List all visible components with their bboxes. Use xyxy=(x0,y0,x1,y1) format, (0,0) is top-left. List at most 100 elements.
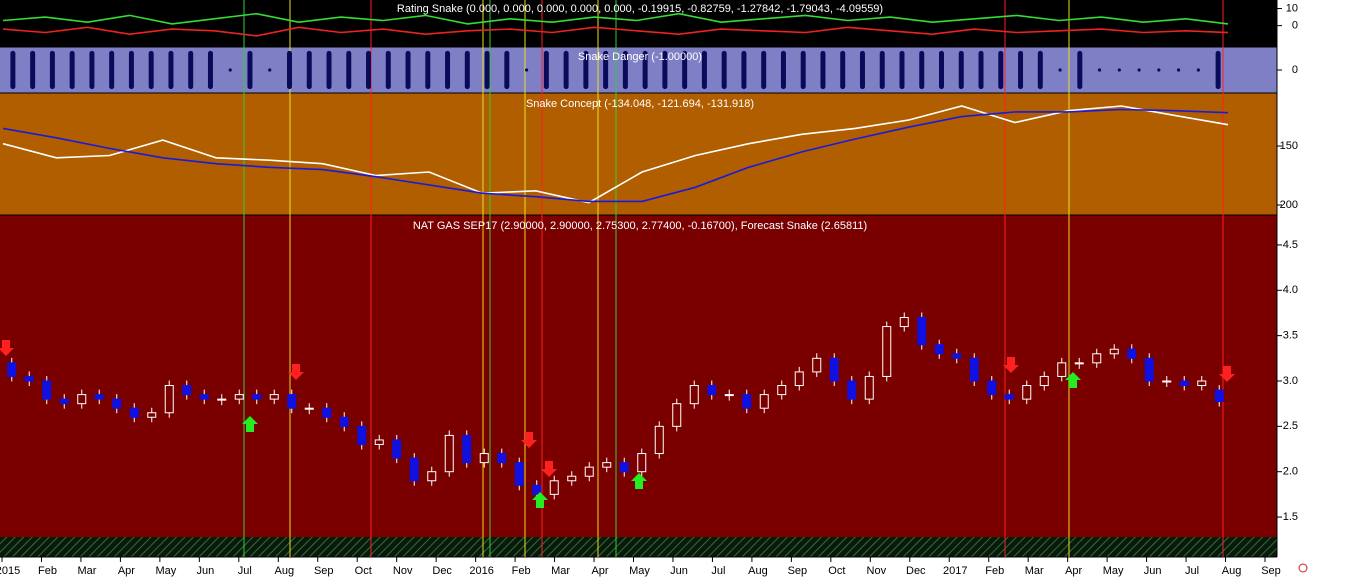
candle-body xyxy=(42,380,52,400)
candle-body xyxy=(934,344,944,355)
candle-body xyxy=(234,394,244,400)
date-label: Oct xyxy=(828,565,845,577)
danger-dot xyxy=(268,68,272,72)
candle-body xyxy=(829,357,839,382)
danger-bar xyxy=(405,50,411,90)
danger-bar xyxy=(247,50,253,90)
candle-body xyxy=(1004,394,1014,400)
danger-bar xyxy=(306,50,312,90)
candle-body xyxy=(514,462,524,486)
danger-bar xyxy=(741,50,747,90)
danger-bar xyxy=(10,50,16,90)
title-group: Rating Snake (0.000, 0.000, 0.000, 0.000… xyxy=(397,3,883,232)
candle-body xyxy=(619,462,629,473)
candle-body xyxy=(969,357,979,382)
candle-body xyxy=(812,357,822,373)
candle-body xyxy=(217,398,227,401)
y-tick-label: 0 xyxy=(1292,64,1298,76)
danger-bar xyxy=(385,50,391,90)
candle-body xyxy=(1144,357,1154,382)
danger-bar xyxy=(1018,50,1024,90)
danger-bar xyxy=(721,50,727,90)
date-label: Sep xyxy=(314,565,334,577)
danger-dot xyxy=(524,68,529,72)
buy-arrow xyxy=(1065,372,1081,388)
danger-bar xyxy=(563,50,569,90)
candle-body xyxy=(164,385,174,414)
candle-body xyxy=(584,466,594,477)
date-label: Feb xyxy=(985,565,1004,577)
danger-bar xyxy=(978,50,984,90)
candle-body xyxy=(1092,353,1102,364)
candle-body xyxy=(1039,375,1049,387)
sell-arrow xyxy=(1003,357,1019,373)
candle-body xyxy=(672,403,682,427)
danger-bar xyxy=(622,50,628,90)
candle-body xyxy=(24,375,34,382)
candle-body xyxy=(1214,389,1224,402)
danger-bar xyxy=(958,50,964,90)
sell-arrow xyxy=(541,461,557,477)
candle-body xyxy=(322,407,332,418)
danger-dot xyxy=(228,68,232,72)
date-label: Jun xyxy=(1144,565,1162,577)
danger-bar xyxy=(780,50,786,90)
candle-body xyxy=(129,407,139,418)
candle-body xyxy=(392,439,402,459)
candle-body xyxy=(252,394,262,400)
candle-body xyxy=(987,380,997,396)
danger-dot xyxy=(1157,68,1161,72)
sell-arrow xyxy=(521,432,537,448)
date-label: May xyxy=(629,565,650,577)
danger-bar xyxy=(326,50,332,90)
candle-body xyxy=(427,471,437,482)
pane-title: NAT GAS SEP17 (2.90000, 2.90000, 2.75300… xyxy=(413,220,867,232)
candle-body xyxy=(899,316,909,328)
marks xyxy=(2,12,1229,500)
danger-bar xyxy=(840,50,846,90)
danger-bar xyxy=(168,50,174,90)
danger-bar xyxy=(939,50,945,90)
danger-bar xyxy=(207,50,213,90)
danger-bar xyxy=(89,50,95,90)
candle-body xyxy=(77,394,87,405)
danger-bar xyxy=(1215,50,1221,90)
status-icon[interactable] xyxy=(1298,563,1308,573)
date-label: May xyxy=(1103,565,1124,577)
candle-body xyxy=(602,462,612,468)
buy-arrow xyxy=(532,492,548,508)
candle-body xyxy=(287,394,297,409)
date-label: Feb xyxy=(38,565,57,577)
pane-title: Snake Concept (-134.048, -121.694, -131.… xyxy=(526,98,754,110)
candle-body xyxy=(707,385,717,396)
candle-body xyxy=(777,385,787,396)
candle-body xyxy=(7,362,17,377)
danger-bar xyxy=(1077,50,1083,90)
danger-bar xyxy=(1037,50,1043,90)
date-label: Mar xyxy=(551,565,570,577)
y-tick-label: 3.0 xyxy=(1283,375,1298,387)
date-label: Apr xyxy=(591,565,608,577)
date-label: Jul xyxy=(711,565,725,577)
signal-arrows xyxy=(0,340,1235,508)
candle-body xyxy=(952,353,962,359)
sell-arrow xyxy=(1219,366,1235,382)
date-label: Aug xyxy=(1222,565,1242,577)
y-tick-label: 10 xyxy=(1286,2,1298,14)
candle-body xyxy=(742,394,752,409)
sell-arrow xyxy=(288,364,304,380)
date-label: 2016 xyxy=(469,565,493,577)
candle-body xyxy=(1074,362,1084,365)
danger-dot xyxy=(1117,68,1121,72)
danger-bar xyxy=(820,50,826,90)
candle-body xyxy=(1057,362,1067,377)
danger-dot xyxy=(1097,68,1102,72)
danger-bar xyxy=(464,50,470,90)
candle-body xyxy=(532,484,542,495)
candle-body xyxy=(1162,380,1172,383)
danger-bar xyxy=(583,50,589,90)
danger-bar xyxy=(642,50,648,90)
danger-bar xyxy=(919,50,925,90)
date-label: Sep xyxy=(1261,565,1281,577)
danger-dot xyxy=(1137,68,1141,72)
